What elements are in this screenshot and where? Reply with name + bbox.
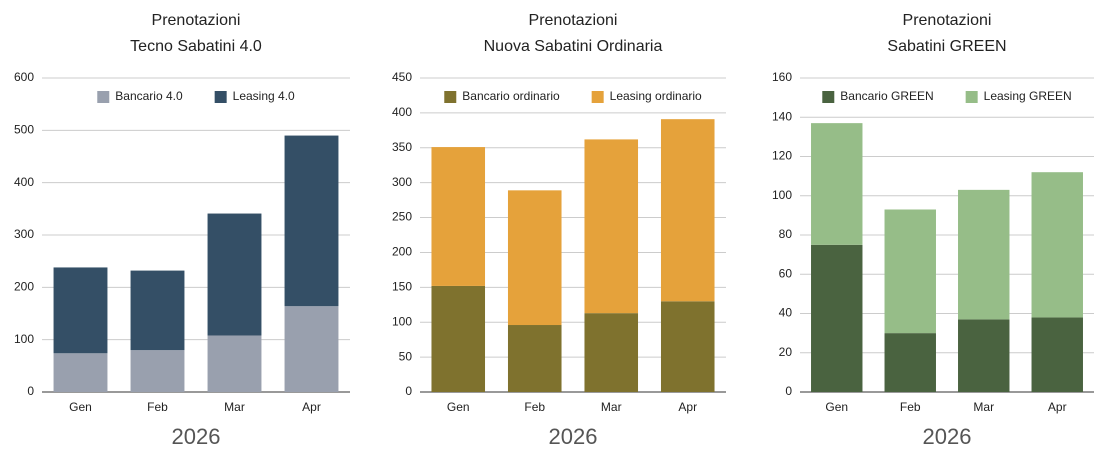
legend-item: Leasing ordinario: [591, 89, 702, 103]
bar-segment: [53, 267, 108, 354]
chart-panel: Prenotazioni Tecno Sabatini 4.0 0 100 200 300…: [14, 12, 350, 449]
x-tick-label: Feb: [900, 400, 921, 414]
x-axis-label: 2026: [923, 424, 972, 449]
y-tick-label: 200: [392, 245, 412, 259]
y-tick-label: 300: [14, 227, 34, 241]
x-tick-label: Mar: [973, 400, 994, 414]
chart-subtitle: Nuova Sabatini Ordinaria: [484, 38, 663, 55]
legend-swatch: [591, 91, 604, 103]
bar-segment: [431, 285, 486, 392]
chart-subtitle: Sabatini GREEN: [887, 38, 1006, 55]
y-tick-label: 500: [14, 123, 34, 137]
legend-swatch: [965, 91, 978, 103]
bar-segment: [1031, 317, 1083, 392]
chart-subtitle: Tecno Sabatini 4.0: [130, 38, 262, 55]
y-tick-label: 80: [779, 227, 793, 241]
legend-label: Bancario ordinario: [462, 89, 560, 103]
y-tick-label: 40: [779, 306, 793, 320]
y-tick-label: 0: [785, 384, 792, 398]
bar-segment: [584, 139, 639, 314]
y-tick-label: 140: [772, 109, 792, 123]
bar-segment: [584, 313, 639, 392]
chart-panel: Prenotazioni Nuova Sabatini Ordinaria 0 50 1…: [392, 12, 726, 449]
y-tick-label: 350: [392, 140, 412, 154]
bar-segment: [207, 335, 262, 392]
y-tick-label: 100: [772, 188, 792, 202]
y-tick-label: 400: [14, 175, 34, 189]
x-tick-label: Mar: [224, 400, 245, 414]
chart-panel: Prenotazioni Sabatini GREEN 0 20 40 60 80 100 12…: [772, 12, 1094, 449]
y-tick-label: 20: [779, 345, 793, 359]
bar-segment: [53, 353, 108, 392]
legend-swatch: [214, 91, 227, 103]
legend-label: Leasing ordinario: [610, 89, 702, 103]
y-tick-label: 50: [399, 349, 413, 363]
x-tick-label: Apr: [302, 400, 321, 414]
bar-segment: [507, 190, 562, 326]
x-tick-label: Mar: [601, 400, 622, 414]
legend: Bancario ordinario Leasing ordinario: [444, 89, 702, 103]
legend-item: Leasing 4.0: [214, 89, 295, 103]
bar-segment: [130, 270, 185, 351]
bar-segment: [811, 244, 863, 392]
y-tick-label: 200: [14, 280, 34, 294]
x-tick-label: Gen: [69, 400, 92, 414]
bar-segment: [284, 135, 339, 307]
y-tick-label: 250: [392, 210, 412, 224]
bar-segment: [660, 301, 715, 392]
legend-label: Bancario 4.0: [115, 89, 183, 103]
bar-segment: [660, 119, 715, 302]
legend-label: Leasing 4.0: [233, 89, 295, 103]
bar-segment: [958, 189, 1010, 320]
y-tick-label: 400: [392, 105, 412, 119]
legend-item: Bancario GREEN: [822, 89, 934, 103]
chart-title: Prenotazioni: [529, 12, 618, 29]
bar-segment: [1031, 172, 1083, 318]
legend: Bancario 4.0 Leasing 4.0: [97, 89, 295, 103]
x-tick-label: Gen: [447, 400, 470, 414]
legend-item: Bancario ordinario: [444, 89, 560, 103]
y-tick-label: 100: [14, 332, 34, 346]
bar-segment: [884, 333, 936, 392]
legend: Bancario GREEN Leasing GREEN: [822, 89, 1072, 103]
bar-segment: [431, 147, 486, 286]
y-tick-label: 300: [392, 175, 412, 189]
bar-segment: [284, 306, 339, 392]
y-tick-label: 60: [779, 266, 793, 280]
bar-segment: [507, 325, 562, 392]
bar-segment: [884, 209, 936, 334]
y-tick-label: 150: [392, 280, 412, 294]
chart-title: Prenotazioni: [903, 12, 992, 29]
x-tick-label: Apr: [678, 400, 697, 414]
y-tick-label: 600: [14, 70, 34, 84]
bar-segment: [811, 123, 863, 245]
legend-swatch: [444, 91, 457, 103]
bar-segment: [207, 213, 262, 336]
legend-swatch: [822, 91, 835, 103]
legend-swatch: [97, 91, 110, 103]
x-axis-label: 2026: [172, 424, 221, 449]
x-tick-label: Apr: [1048, 400, 1067, 414]
bar-segment: [130, 350, 185, 392]
y-tick-label: 120: [772, 149, 792, 163]
y-tick-label: 0: [27, 384, 34, 398]
bar-segment: [958, 319, 1010, 392]
chart-title: Prenotazioni: [152, 12, 241, 29]
x-axis-label: 2026: [549, 424, 598, 449]
x-tick-label: Feb: [147, 400, 168, 414]
y-tick-label: 450: [392, 70, 412, 84]
y-tick-label: 0: [405, 384, 412, 398]
legend-label: Leasing GREEN: [984, 89, 1072, 103]
y-tick-label: 160: [772, 70, 792, 84]
legend-item: Leasing GREEN: [965, 89, 1072, 103]
legend-label: Bancario GREEN: [840, 89, 933, 103]
legend-item: Bancario 4.0: [97, 89, 183, 103]
x-tick-label: Feb: [524, 400, 545, 414]
y-tick-label: 100: [392, 314, 412, 328]
x-tick-label: Gen: [825, 400, 848, 414]
